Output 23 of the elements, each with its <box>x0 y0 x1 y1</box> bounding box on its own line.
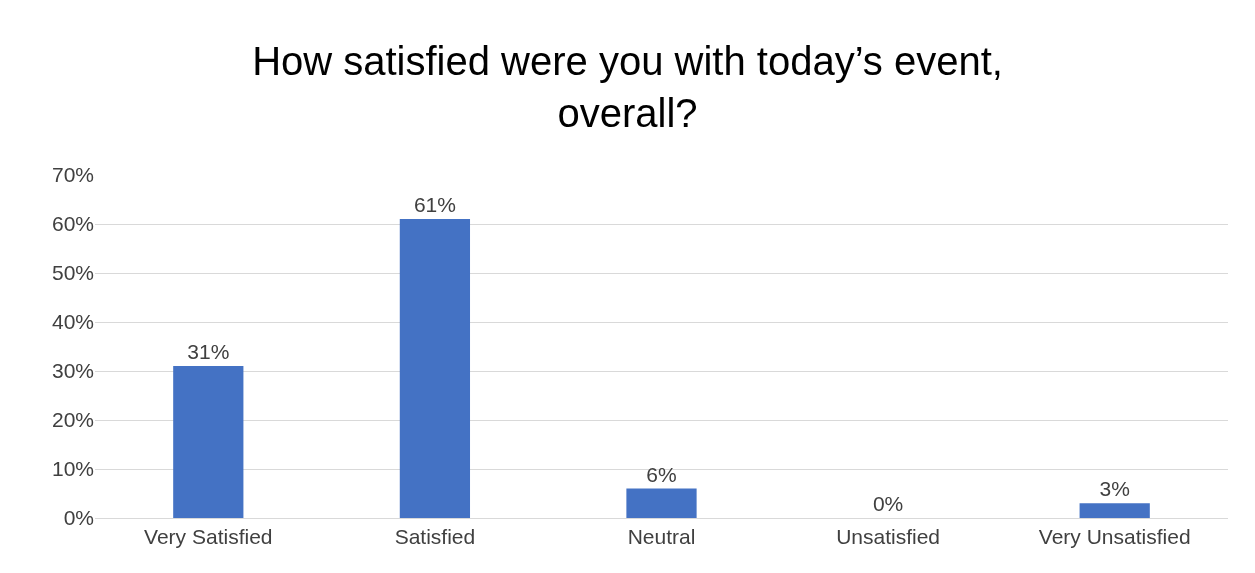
data-label: 61% <box>413 193 456 217</box>
data-label: 31% <box>187 340 230 364</box>
bar <box>1079 503 1150 518</box>
y-tick-label: 50% <box>51 261 94 285</box>
x-tick-label: Very Satisfied <box>144 525 273 549</box>
y-tick-label: 40% <box>51 310 94 334</box>
data-label: 3% <box>1099 477 1130 501</box>
data-label: 0% <box>872 492 904 515</box>
bar <box>399 219 471 518</box>
chart-title: How satisfied were you with today’s event, overall? <box>252 39 1003 136</box>
x-tick-label: Unsatisfied <box>836 525 941 549</box>
y-tick-label: 10% <box>51 457 94 481</box>
bar <box>626 488 697 518</box>
x-tick-label: Very Unsatisfied <box>1038 525 1191 549</box>
bar <box>173 366 244 518</box>
y-tick-label: 30% <box>51 359 94 383</box>
data-label: 6% <box>646 462 677 486</box>
y-tick-label: 60% <box>51 212 94 236</box>
x-tick-label: Neutral <box>627 525 696 549</box>
x-tick-label: Satisfied <box>394 525 476 549</box>
y-tick-label: 20% <box>51 408 94 432</box>
y-tick-label: 0% <box>63 506 94 530</box>
y-tick-label: 70% <box>51 163 94 187</box>
